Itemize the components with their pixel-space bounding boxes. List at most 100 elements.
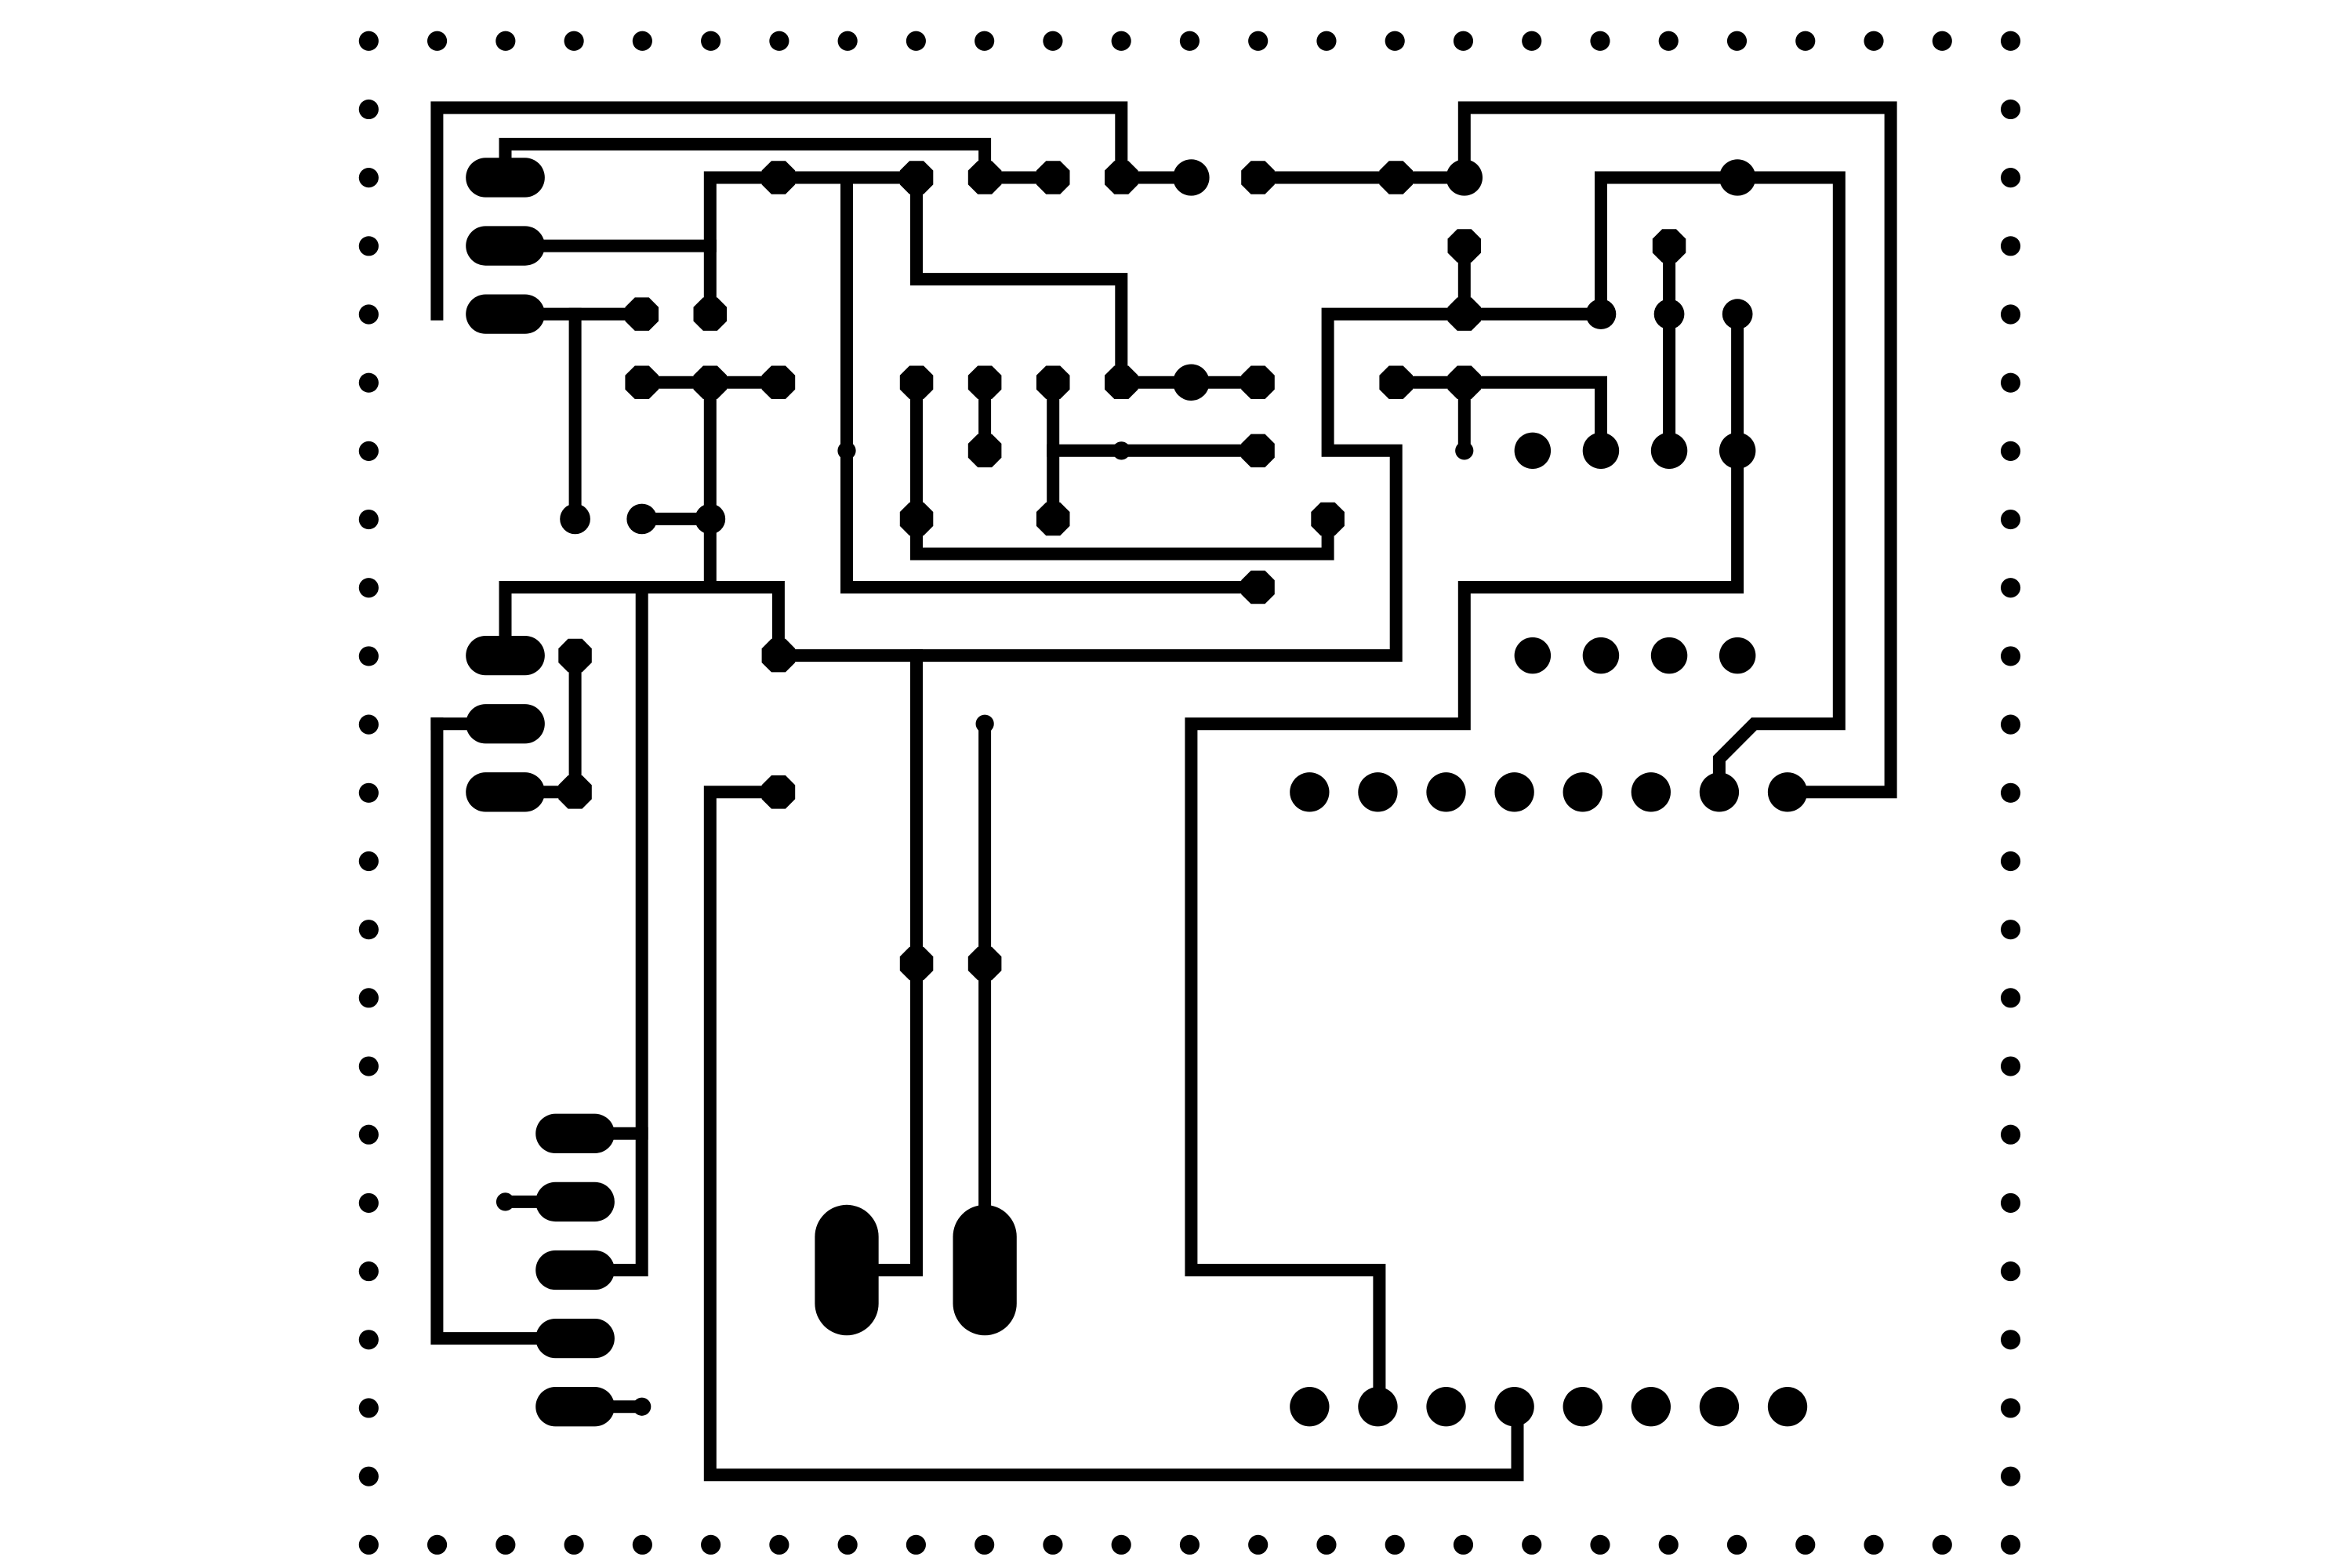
outline-dot: [358, 988, 379, 1008]
round-pad: [1585, 299, 1617, 330]
outline-dot: [837, 31, 858, 51]
outline-dot: [2000, 372, 2021, 393]
outline-dot: [2000, 714, 2021, 735]
octagon-pad: [1241, 161, 1275, 194]
octagon-pad: [1241, 570, 1275, 604]
round-pad: [837, 441, 856, 460]
outline-dot: [906, 1534, 926, 1555]
outline-dot: [1932, 31, 1952, 51]
copper-trace: [703, 171, 1265, 389]
outline-dot: [358, 1466, 379, 1486]
outline-dot: [837, 1534, 858, 1555]
octagon-pad: [1241, 434, 1275, 468]
round-pad: [1582, 637, 1620, 674]
outline-dot: [2000, 1056, 2021, 1076]
outline-dot: [358, 851, 379, 872]
octagon-pad: [967, 946, 1002, 981]
copper-trace: [499, 137, 1060, 184]
large-oval-pad: [815, 1204, 879, 1336]
oblong-pad: [466, 294, 545, 334]
oblong-pad: [466, 704, 545, 744]
round-pad: [560, 503, 590, 535]
outline-dot: [1316, 1534, 1337, 1555]
octagon-pad: [625, 297, 659, 331]
octagon-pad: [899, 365, 934, 399]
round-pad: [695, 503, 726, 535]
oblong-pad: [535, 1181, 615, 1222]
outline-dot: [1864, 31, 1884, 51]
outline-dot: [358, 920, 379, 940]
copper-trace: [910, 512, 1334, 561]
round-pad: [1112, 441, 1131, 460]
outline-dot: [358, 31, 379, 51]
octagon-pad: [967, 434, 1002, 468]
outline-dot: [2000, 1192, 2021, 1213]
outline-dot: [1522, 31, 1542, 51]
round-pad: [1514, 432, 1552, 470]
outline-dot: [1590, 31, 1610, 51]
outline-dot: [1385, 1534, 1405, 1555]
outline-dot: [2000, 920, 2021, 940]
outline-dot: [564, 1534, 584, 1555]
outline-dot: [358, 372, 379, 393]
outline-dot: [358, 509, 379, 530]
round-pad: [1494, 772, 1534, 812]
octagon-pad: [1241, 365, 1275, 399]
outline-dot: [358, 782, 379, 803]
outline-dot: [769, 31, 789, 51]
outline-dot: [1658, 31, 1679, 51]
outline-dot: [1248, 31, 1269, 51]
outline-dot: [358, 1398, 379, 1418]
round-pad: [1653, 299, 1685, 330]
outline-dot: [564, 31, 584, 51]
round-pad: [1631, 772, 1671, 812]
octagon-pad: [1379, 161, 1413, 194]
octagon-pad: [1447, 365, 1481, 399]
board-outline-dots: [358, 31, 2021, 1555]
outline-dot: [2000, 168, 2021, 188]
oblong-pad: [466, 772, 545, 812]
outline-dot: [1864, 1534, 1884, 1555]
outline-dot: [1179, 1534, 1200, 1555]
outline-dot: [1453, 1534, 1474, 1555]
round-pad: [1358, 772, 1398, 812]
outline-dot: [1590, 1534, 1610, 1555]
outline-dot: [358, 99, 379, 120]
outline-dot: [701, 1534, 721, 1555]
outline-dot: [358, 714, 379, 735]
outline-dot: [2000, 1466, 2021, 1486]
outline-dot: [1932, 1534, 1952, 1555]
octagon-pad: [1036, 161, 1070, 194]
outline-dot: [2000, 1124, 2021, 1145]
outline-dot: [358, 646, 379, 666]
copper-trace: [1457, 101, 1897, 799]
round-pad: [1699, 1387, 1740, 1427]
round-pad: [1358, 1387, 1398, 1427]
round-pad: [626, 503, 658, 535]
octagon-pad: [558, 775, 592, 809]
round-pad: [1722, 299, 1753, 330]
round-pad: [1719, 432, 1756, 470]
outline-dot: [358, 1330, 379, 1350]
oblong-pad: [535, 1318, 615, 1359]
octagon-pad: [625, 365, 659, 399]
outline-dot: [1726, 1534, 1748, 1555]
outline-dot: [2000, 509, 2021, 530]
outline-dot: [769, 1534, 789, 1555]
outline-dot: [2000, 1261, 2021, 1282]
outline-dot: [2000, 1330, 2021, 1350]
oblong-pad: [535, 1250, 615, 1290]
round-pad: [1563, 772, 1602, 812]
octagon-pad: [1036, 365, 1070, 399]
octagon-pad: [899, 502, 934, 536]
outline-dot: [358, 1534, 379, 1555]
copper-trace: [499, 307, 1607, 662]
octagon-pad: [1447, 229, 1481, 263]
octagon-pad: [1652, 229, 1686, 263]
round-pad: [1173, 364, 1210, 401]
octagon-pad: [899, 946, 934, 981]
oblong-pad: [466, 226, 545, 266]
outline-dot: [358, 304, 379, 325]
outline-dot: [1043, 31, 1063, 51]
